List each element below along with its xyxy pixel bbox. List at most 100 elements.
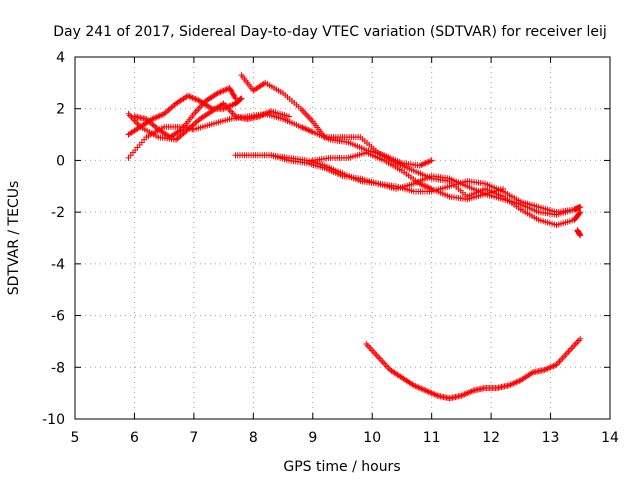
- data-point: [168, 104, 175, 111]
- data-point: [507, 381, 514, 388]
- data-point: [428, 390, 435, 397]
- data-point: [222, 86, 229, 93]
- data-point: [260, 111, 267, 118]
- data-point: [219, 101, 226, 108]
- data-point: [184, 126, 191, 133]
- data-point: [425, 184, 432, 191]
- data-point: [149, 121, 156, 128]
- data-point: [577, 209, 584, 216]
- data-point: [230, 91, 237, 98]
- data-point: [192, 96, 199, 103]
- data-point: [416, 162, 423, 169]
- data-point: [306, 127, 313, 134]
- data-point: [468, 388, 475, 395]
- series-track-5: [238, 72, 584, 229]
- data-point: [421, 160, 428, 167]
- x-tick-label: 5: [71, 430, 80, 446]
- y-tick-label: -4: [51, 257, 65, 273]
- data-point: [193, 118, 200, 125]
- data-point: [418, 385, 425, 392]
- data-point: [153, 114, 160, 121]
- data-point: [181, 128, 188, 135]
- data-point: [412, 383, 419, 390]
- data-point: [170, 103, 177, 110]
- data-point: [577, 335, 584, 342]
- data-point: [513, 379, 520, 386]
- data-point: [510, 380, 517, 387]
- x-tick-label: 10: [363, 430, 381, 446]
- x-tick-label: 12: [482, 430, 500, 446]
- data-point: [161, 110, 168, 117]
- data-point: [422, 387, 429, 394]
- data-point: [419, 181, 426, 188]
- data-point: [300, 125, 307, 132]
- data-point: [177, 127, 184, 134]
- data-point: [216, 89, 223, 96]
- data-point: [424, 183, 431, 190]
- data-point: [187, 123, 194, 130]
- data-point: [164, 108, 171, 115]
- data-point: [421, 182, 428, 189]
- x-tick-label: 13: [542, 430, 560, 446]
- data-point: [415, 384, 422, 391]
- data-point: [227, 86, 234, 93]
- data-point: [549, 363, 556, 370]
- data-point: [418, 181, 425, 188]
- data-point: [149, 116, 156, 123]
- data-point: [416, 384, 423, 391]
- data-point: [459, 392, 466, 399]
- data-point: [146, 118, 153, 125]
- data-point: [422, 160, 429, 167]
- data-point: [514, 378, 521, 385]
- data-point: [189, 94, 196, 101]
- y-tick-label: -2: [51, 205, 65, 221]
- data-point: [263, 110, 270, 117]
- data-point: [220, 87, 227, 94]
- data-point: [427, 185, 434, 192]
- data-point: [511, 379, 518, 386]
- x-axis-label: GPS time / hours: [283, 459, 400, 475]
- data-point: [577, 203, 584, 210]
- data-point: [152, 123, 159, 130]
- data-point: [430, 390, 437, 397]
- plot-frame: [74, 56, 611, 420]
- y-tick-label: -6: [51, 309, 65, 325]
- y-tick-label: -10: [42, 412, 65, 428]
- series-track-9: [574, 227, 584, 239]
- data-point: [265, 109, 272, 116]
- data-point: [547, 364, 554, 371]
- data-point: [424, 388, 431, 395]
- data-point: [167, 105, 174, 112]
- data-point: [228, 102, 235, 109]
- data-point: [231, 94, 238, 101]
- data-point: [508, 381, 515, 388]
- data-point: [464, 390, 471, 397]
- data-point: [193, 96, 200, 103]
- data-point: [173, 136, 180, 143]
- data-point: [144, 117, 151, 124]
- x-tick-label: 6: [130, 430, 139, 446]
- data-point: [305, 127, 312, 134]
- data-point: [187, 94, 194, 101]
- data-point: [179, 131, 185, 138]
- data-point: [183, 127, 190, 134]
- data-point: [228, 87, 235, 94]
- y-axis-label: SDTVAR / TECUs: [6, 181, 22, 296]
- data-point: [143, 116, 150, 123]
- data-point: [237, 96, 244, 103]
- data-point: [546, 364, 553, 371]
- data-point: [190, 95, 197, 102]
- data-point: [186, 93, 193, 100]
- data-point: [421, 386, 428, 393]
- data-point: [236, 96, 243, 103]
- data-point: [427, 389, 434, 396]
- data-point: [219, 88, 226, 95]
- data-point: [158, 112, 165, 119]
- data-point: [543, 366, 550, 373]
- series-track-8: [309, 149, 506, 203]
- data-point: [259, 112, 266, 119]
- data-point: [297, 123, 304, 130]
- y-tick-label: 2: [56, 102, 65, 118]
- chart-title: Day 241 of 2017, Sidereal Day-to-day VTE…: [53, 24, 607, 40]
